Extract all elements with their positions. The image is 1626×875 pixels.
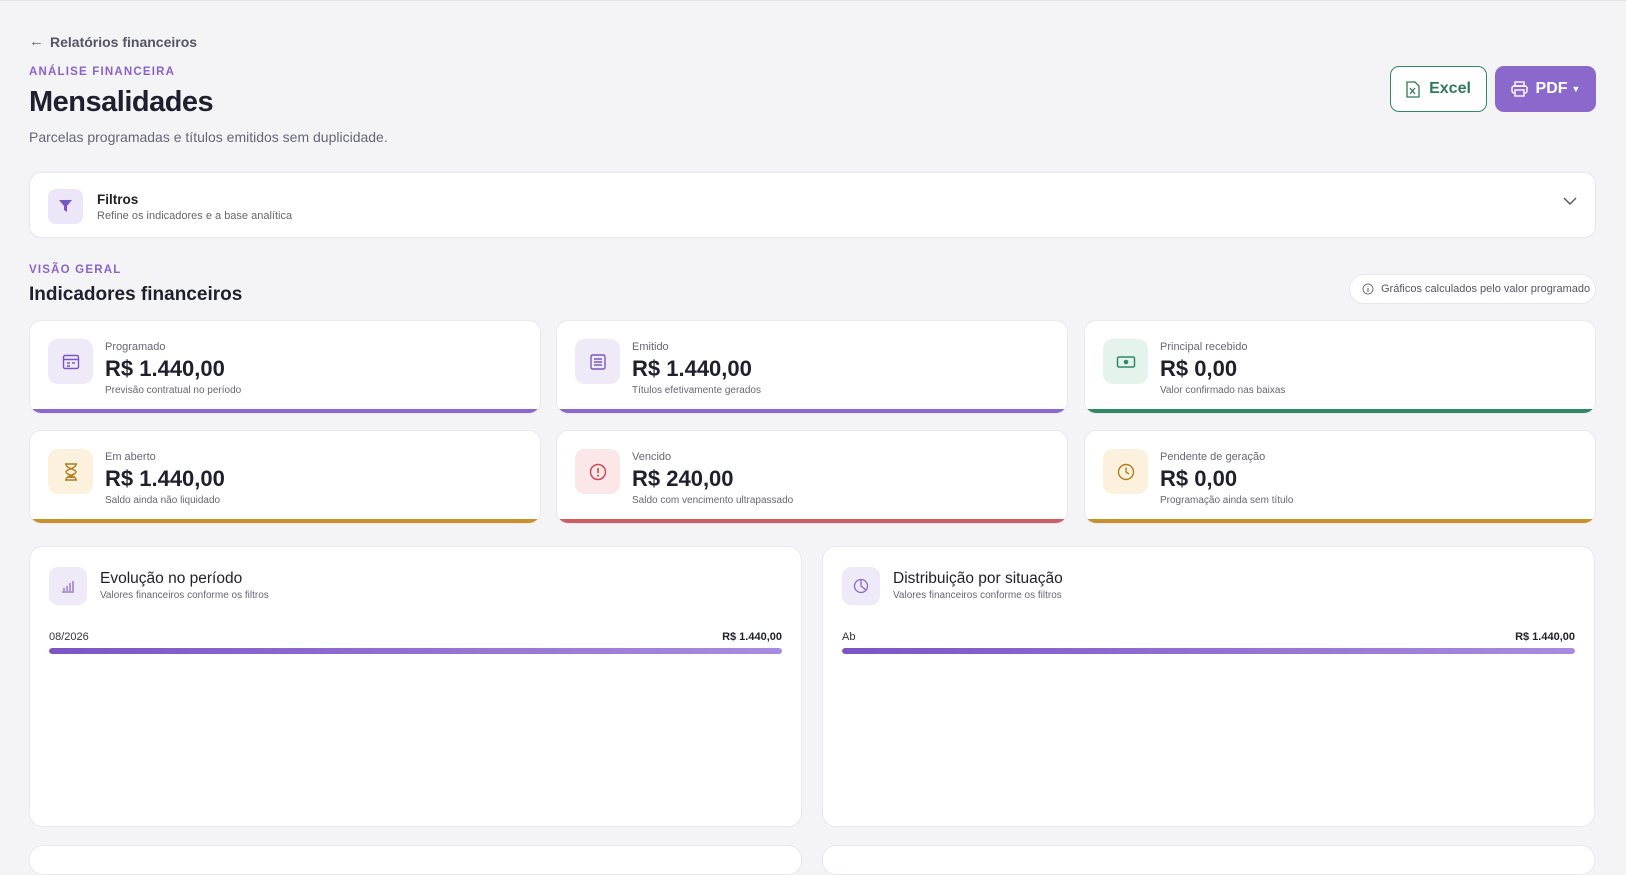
kpi-accent-bar bbox=[30, 409, 540, 413]
kpi-label: Vencido bbox=[632, 451, 672, 463]
distribution-panel: Distribuição por situação Valores financ… bbox=[822, 546, 1595, 827]
kpi-description: Saldo com vencimento ultrapassado bbox=[632, 495, 794, 506]
kpi-card-principal-recebido: Principal recebido R$ 0,00 Valor confirm… bbox=[1084, 320, 1596, 414]
kpi-value: R$ 0,00 bbox=[1160, 466, 1238, 491]
distribution-row-label: Ab bbox=[842, 631, 856, 643]
hourglass-icon bbox=[48, 449, 93, 494]
page-subtitle: Parcelas programadas e títulos emitidos … bbox=[29, 129, 388, 145]
kpi-label: Principal recebido bbox=[1160, 341, 1248, 353]
kpi-label: Em aberto bbox=[105, 451, 156, 463]
export-excel-button[interactable]: Excel bbox=[1390, 66, 1487, 112]
kpi-accent-bar bbox=[557, 409, 1067, 413]
calculation-note-text: Gráficos calculados pelo valor programad… bbox=[1381, 283, 1591, 295]
kpi-value: R$ 1.440,00 bbox=[105, 356, 225, 381]
evolution-panel: Evolução no período Valores financeiros … bbox=[29, 546, 802, 827]
back-link-label: Relatórios financeiros bbox=[50, 33, 198, 50]
kpi-card-vencido: Vencido R$ 240,00 Saldo com vencimento u… bbox=[556, 430, 1068, 524]
bar-chart-icon bbox=[49, 567, 87, 605]
excel-label: Excel bbox=[1429, 80, 1471, 97]
document-icon bbox=[575, 339, 620, 384]
cash-icon bbox=[1103, 339, 1148, 384]
distribution-title: Distribuição por situação bbox=[893, 570, 1063, 587]
kpi-value: R$ 240,00 bbox=[632, 466, 734, 491]
kpi-label: Pendente de geração bbox=[1160, 451, 1266, 463]
lower-panel-right bbox=[822, 845, 1595, 875]
calculation-note: Gráficos calculados pelo valor programad… bbox=[1349, 274, 1596, 304]
evolution-bar-fill bbox=[49, 648, 782, 654]
kpi-description: Programação ainda sem título bbox=[1160, 495, 1294, 506]
filters-panel-toggle[interactable]: Filtros Refine os indicadores e a base a… bbox=[29, 172, 1596, 238]
kpi-description: Títulos efetivamente gerados bbox=[632, 385, 761, 396]
distribution-row-value: R$ 1.440,00 bbox=[1515, 631, 1575, 643]
kpi-value: R$ 0,00 bbox=[1160, 356, 1238, 381]
kpi-accent-bar bbox=[557, 519, 1067, 523]
printer-icon bbox=[1510, 81, 1528, 97]
filter-icon bbox=[48, 189, 83, 224]
kpi-card-pendente-geracao: Pendente de geração R$ 0,00 Programação … bbox=[1084, 430, 1596, 524]
clock-icon bbox=[1103, 449, 1148, 494]
arrow-left-icon: ← bbox=[29, 33, 44, 50]
kpi-card-emitido: Emitido R$ 1.440,00 Títulos efetivamente… bbox=[556, 320, 1068, 414]
kpi-label: Programado bbox=[105, 341, 166, 353]
calendar-icon bbox=[48, 339, 93, 384]
lower-panel-left bbox=[29, 845, 802, 875]
kpi-accent-bar bbox=[1085, 409, 1595, 413]
evolution-title: Evolução no período bbox=[100, 570, 243, 587]
overview-eyebrow: VISÃO GERAL bbox=[29, 264, 122, 276]
top-divider bbox=[0, 0, 1626, 1]
kpi-card-em-aberto: Em aberto R$ 1.440,00 Saldo ainda não li… bbox=[29, 430, 541, 524]
pie-chart-icon bbox=[842, 567, 880, 605]
filters-title: Filtros bbox=[97, 192, 139, 207]
export-pdf-button[interactable]: PDF ▼ bbox=[1495, 66, 1596, 112]
evolution-bar-track bbox=[49, 648, 782, 654]
caret-down-icon: ▼ bbox=[1571, 84, 1581, 94]
page-eyebrow: ANÁLISE FINANCEIRA bbox=[29, 66, 176, 78]
kpi-description: Saldo ainda não liquidado bbox=[105, 495, 221, 506]
chevron-down-icon bbox=[1563, 197, 1577, 205]
pdf-label: PDF bbox=[1535, 80, 1568, 97]
distribution-subtitle: Valores financeiros conforme os filtros bbox=[893, 590, 1062, 601]
kpi-accent-bar bbox=[30, 519, 540, 523]
evolution-row-label: 08/2026 bbox=[49, 631, 89, 643]
kpi-description: Valor confirmado nas baixas bbox=[1160, 385, 1286, 396]
distribution-bar-fill bbox=[842, 648, 1575, 654]
kpi-label: Emitido bbox=[632, 341, 669, 353]
page-title: Mensalidades bbox=[29, 86, 214, 118]
alert-icon bbox=[575, 449, 620, 494]
kpi-value: R$ 1.440,00 bbox=[105, 466, 225, 491]
info-icon bbox=[1362, 283, 1374, 295]
overview-title: Indicadores financeiros bbox=[29, 284, 243, 305]
kpi-card-programado: Programado R$ 1.440,00 Previsão contratu… bbox=[29, 320, 541, 414]
back-link[interactable]: ← Relatórios financeiros bbox=[29, 33, 197, 50]
distribution-bar-track bbox=[842, 648, 1575, 654]
filters-subtitle: Refine os indicadores e a base analítica bbox=[97, 210, 293, 222]
kpi-value: R$ 1.440,00 bbox=[632, 356, 752, 381]
excel-file-icon bbox=[1406, 80, 1420, 98]
evolution-row-value: R$ 1.440,00 bbox=[722, 631, 782, 643]
kpi-description: Previsão contratual no período bbox=[105, 385, 242, 396]
evolution-subtitle: Valores financeiros conforme os filtros bbox=[100, 590, 269, 601]
kpi-accent-bar bbox=[1085, 519, 1595, 523]
